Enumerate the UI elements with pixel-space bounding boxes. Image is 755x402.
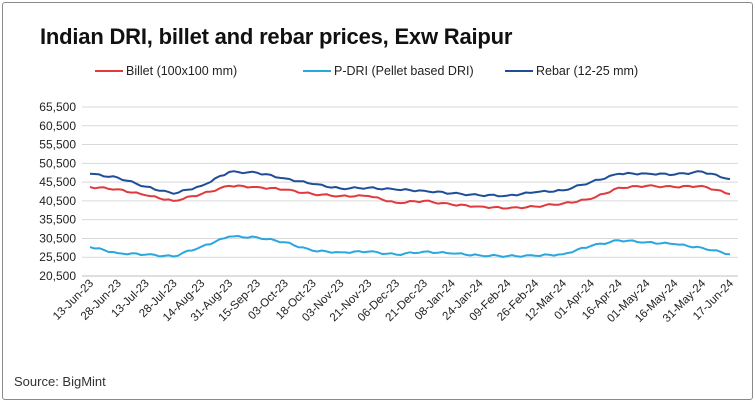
y-tick-label: 45,500: [39, 175, 76, 189]
y-tick-label: 20,500: [39, 269, 76, 283]
y-tick-label: 40,500: [39, 194, 76, 208]
chart-title: Indian DRI, billet and rebar prices, Exw…: [40, 24, 513, 49]
series-line-billet: [89, 184, 731, 210]
legend-item-billet: Billet (100x100 mm): [95, 64, 237, 78]
y-tick-label: 60,500: [39, 119, 76, 133]
series-line-pdri: [89, 235, 731, 258]
legend-label-billet: Billet (100x100 mm): [126, 64, 238, 78]
y-tick-label: 25,500: [39, 250, 76, 264]
legend-item-pdri: P-DRI (Pellet based DRI): [303, 64, 474, 78]
y-tick-label: 55,500: [39, 138, 76, 152]
legend-item-rebar: Rebar (12-25 mm): [505, 64, 638, 78]
legend-swatch-billet: [95, 70, 123, 72]
series-line-rebar: [89, 170, 731, 198]
y-tick-label: 65,500: [39, 100, 76, 114]
y-tick-label: 30,500: [39, 231, 76, 245]
legend-label-pdri: P-DRI (Pellet based DRI): [334, 64, 474, 78]
legend-swatch-pdri: [303, 70, 331, 72]
source-note: Source: BigMint: [14, 374, 106, 389]
legend-label-rebar: Rebar (12-25 mm): [536, 64, 639, 78]
legend-swatch-rebar: [505, 70, 533, 72]
y-tick-label: 35,500: [39, 213, 76, 227]
y-tick-label: 50,500: [39, 156, 76, 170]
